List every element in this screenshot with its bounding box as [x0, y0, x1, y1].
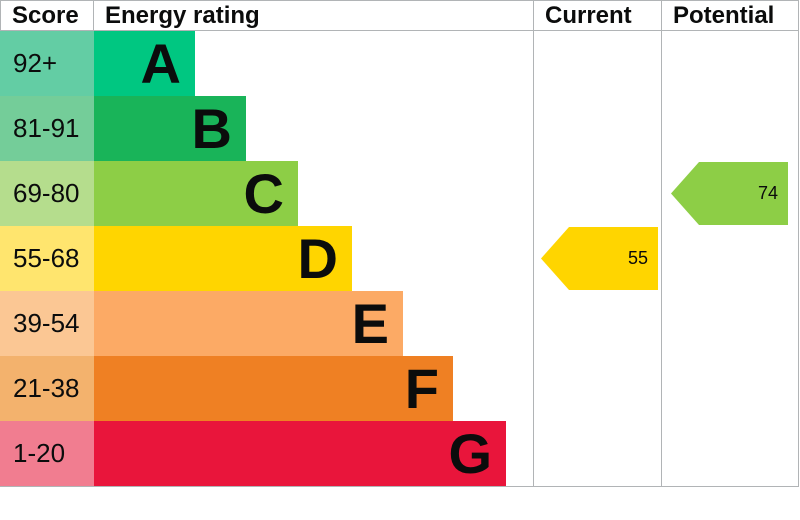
potential-rating-arrow: 74 [671, 162, 788, 225]
band-row-e: 39-54 E [0, 291, 800, 356]
band-letter-g: G [448, 422, 492, 485]
rating-bar-e: E [94, 291, 403, 356]
band-letter-d: D [297, 227, 338, 290]
rating-bar-g: G [94, 421, 506, 486]
column-divider-potential [661, 31, 662, 487]
score-cell-g: 1-20 [0, 421, 94, 486]
current-rating-arrow: 55 [541, 227, 658, 290]
band-letter-a: A [140, 32, 181, 95]
band-row-g: 1-20 G [0, 421, 800, 486]
header-energy-rating-label: Energy rating [105, 1, 260, 29]
header-potential-label: Potential [673, 1, 775, 29]
band-letter-f: F [404, 357, 439, 420]
band-letter-e: E [351, 292, 389, 355]
score-cell-d: 55-68 [0, 226, 94, 291]
header-current-label: Current [545, 1, 632, 29]
rating-bar-c: C [94, 161, 298, 226]
header-score-label: Score [12, 1, 79, 29]
band-row-f: 21-38 F [0, 356, 800, 421]
score-cell-b: 81-91 [0, 96, 94, 161]
band-row-c: 69-80 C [0, 161, 800, 226]
band-row-d: 55-68 D [0, 226, 800, 291]
rating-bar-a: A [94, 31, 195, 96]
score-cell-f: 21-38 [0, 356, 94, 421]
header-potential: Potential [662, 0, 799, 31]
rating-bar-f: F [94, 356, 453, 421]
rating-bar-d: D [94, 226, 352, 291]
left-pointer-icon [671, 162, 788, 225]
header-energy-rating: Energy rating [94, 0, 534, 31]
header-current: Current [534, 0, 662, 31]
score-cell-e: 39-54 [0, 291, 94, 356]
column-divider-current [533, 31, 534, 487]
table-right-border [798, 31, 799, 487]
band-letter-b: B [191, 97, 232, 160]
score-cell-a: 92+ [0, 31, 94, 96]
potential-rating-value: 74 [757, 183, 778, 203]
score-cell-c: 69-80 [0, 161, 94, 226]
current-rating-value: 55 [627, 248, 648, 268]
table-bottom-border [0, 486, 799, 487]
rating-bar-b: B [94, 96, 246, 161]
band-letter-c: C [243, 162, 284, 225]
left-pointer-icon [541, 227, 658, 290]
band-row-a: 92+ A [0, 31, 800, 96]
header-score: Score [0, 0, 94, 31]
band-row-b: 81-91 B [0, 96, 800, 161]
